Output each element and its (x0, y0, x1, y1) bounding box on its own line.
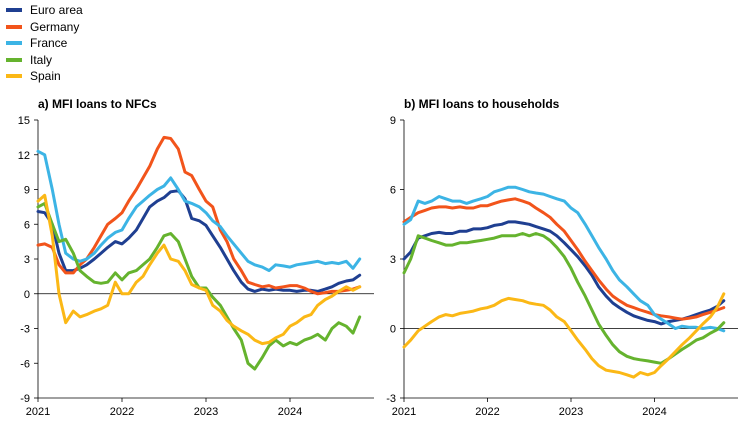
legend-label-italy: Italy (30, 52, 53, 67)
legend-item-spain: Spain (6, 68, 83, 85)
x-tick-label: 2021 (392, 406, 416, 418)
panel-title-household-loans: b) MFI loans to households (404, 97, 560, 111)
y-tick-label: 6 (24, 219, 30, 231)
legend-label-germany: Germany (30, 19, 80, 34)
series-line-france (36, 149, 362, 273)
x-tick-label: 2023 (559, 406, 583, 418)
legend-swatch-germany (6, 24, 22, 29)
legend-swatch-france (6, 41, 22, 46)
legend-swatch-spain (6, 74, 22, 79)
legend-item-euro-area: Euro area (6, 2, 83, 19)
legend-label-spain: Spain (30, 69, 61, 84)
legend-label-france: France (30, 36, 68, 51)
series-line-germany (36, 135, 362, 296)
y-tick-label: 3 (390, 254, 396, 266)
series-line-spain (36, 193, 362, 346)
x-tick-label: 2023 (194, 406, 218, 418)
legend-swatch-euro-area (6, 8, 22, 13)
legend-label-euro-area: Euro area (30, 3, 83, 18)
y-tick-label: 9 (24, 185, 30, 197)
series-line-germany (402, 197, 726, 321)
legend-swatch-italy (6, 57, 22, 62)
y-tick-label: 6 (390, 185, 396, 197)
series-line-spain (402, 292, 726, 379)
x-tick-label: 2022 (475, 406, 499, 418)
panel-household-loans: b) MFI loans to households -3 0 3 6 9 2021 202… (386, 97, 738, 418)
y-tick-label: 15 (18, 115, 30, 127)
y-tick-label: -3 (386, 393, 396, 405)
y-tick-label: 12 (18, 150, 30, 162)
series-line-italy (402, 232, 726, 365)
y-tick-label: 3 (24, 254, 30, 266)
y-tick-label: -9 (20, 393, 30, 405)
legend: Euro area Germany France Italy Spain (6, 2, 83, 85)
y-tick-label: 0 (390, 324, 396, 336)
x-tick-label: 2024 (278, 406, 302, 418)
panel-title-nfc-loans: a) MFI loans to NFCs (38, 97, 157, 111)
legend-item-italy: Italy (6, 52, 83, 69)
x-tick-label: 2021 (26, 406, 50, 418)
panel-nfc-loans: a) MFI loans to NFCs -9 -6 -3 0 3 6 9 12 15 2021 2… (18, 97, 374, 418)
y-tick-label: 0 (24, 289, 30, 301)
x-tick-label: 2024 (642, 406, 666, 418)
series-line-euro-area (402, 220, 726, 326)
y-tick-label: 9 (390, 115, 396, 127)
legend-item-germany: Germany (6, 19, 83, 36)
y-tick-label: -3 (20, 324, 30, 336)
x-tick-label: 2022 (110, 406, 134, 418)
series-line-france (402, 185, 726, 333)
legend-item-france: France (6, 35, 83, 52)
y-tick-label: -6 (20, 358, 30, 370)
